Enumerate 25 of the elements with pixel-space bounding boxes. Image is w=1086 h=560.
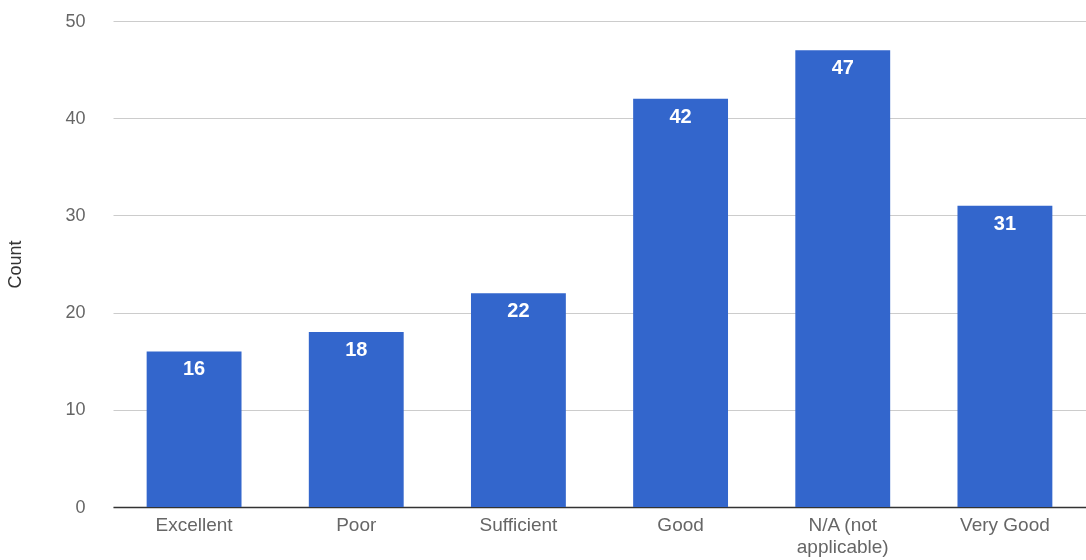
x-tick-label: Excellent xyxy=(155,513,234,535)
x-tick-label: Sufficient xyxy=(479,513,559,535)
data-label: 22 xyxy=(507,299,530,322)
y-axis-title: Count xyxy=(5,240,26,289)
x-tick-label: Very Good xyxy=(960,513,1050,535)
x-tick-label: Poor xyxy=(336,513,377,535)
y-tick-label: 50 xyxy=(65,10,86,31)
data-label: 16 xyxy=(182,357,206,380)
y-tick-label: 0 xyxy=(75,496,86,517)
bar xyxy=(308,332,404,507)
bar xyxy=(957,205,1053,507)
bar xyxy=(146,351,242,507)
y-tick-label: 20 xyxy=(65,302,86,323)
y-tick-label: 40 xyxy=(65,107,86,128)
y-tick-label: 10 xyxy=(65,399,86,420)
data-label: 42 xyxy=(669,104,692,127)
x-tick-label: N/A (not applicable) xyxy=(796,513,889,557)
data-label: 18 xyxy=(345,338,368,361)
bar xyxy=(470,293,566,507)
data-label: 31 xyxy=(993,211,1017,234)
data-label: 47 xyxy=(831,56,854,79)
bar xyxy=(795,50,891,507)
x-tick-label: Good xyxy=(657,513,704,535)
bar xyxy=(633,98,729,507)
y-tick-label: 30 xyxy=(65,204,86,225)
